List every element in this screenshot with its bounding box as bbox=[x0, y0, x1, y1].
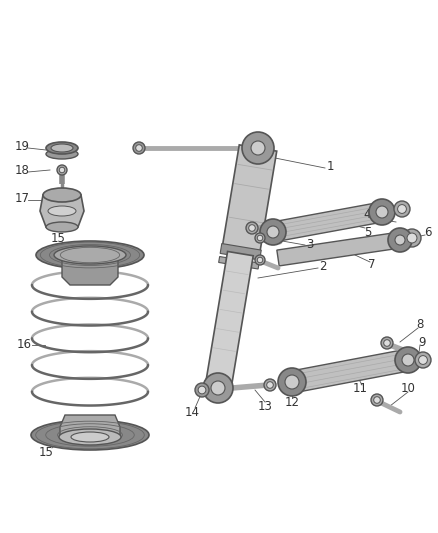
Circle shape bbox=[376, 206, 388, 218]
Polygon shape bbox=[271, 202, 384, 242]
Text: 16: 16 bbox=[17, 338, 32, 351]
Circle shape bbox=[267, 226, 279, 238]
Ellipse shape bbox=[46, 142, 78, 154]
Text: 7: 7 bbox=[368, 259, 376, 271]
Polygon shape bbox=[219, 256, 259, 269]
Text: 9: 9 bbox=[418, 335, 426, 349]
Ellipse shape bbox=[48, 206, 76, 216]
Circle shape bbox=[249, 225, 255, 231]
Circle shape bbox=[136, 144, 142, 151]
Text: 17: 17 bbox=[14, 191, 29, 205]
Circle shape bbox=[395, 235, 405, 245]
Text: 6: 6 bbox=[424, 225, 432, 238]
Circle shape bbox=[369, 199, 395, 225]
Text: 11: 11 bbox=[353, 382, 367, 394]
Circle shape bbox=[267, 382, 273, 389]
Circle shape bbox=[242, 132, 274, 164]
Text: 15: 15 bbox=[39, 446, 53, 458]
Polygon shape bbox=[40, 195, 84, 227]
Circle shape bbox=[251, 141, 265, 155]
Polygon shape bbox=[205, 252, 253, 390]
Circle shape bbox=[381, 337, 393, 349]
Circle shape bbox=[59, 167, 65, 173]
Circle shape bbox=[198, 386, 206, 394]
Polygon shape bbox=[60, 415, 120, 437]
Text: 10: 10 bbox=[401, 382, 415, 394]
Circle shape bbox=[402, 354, 414, 366]
Text: 3: 3 bbox=[306, 238, 314, 251]
Polygon shape bbox=[290, 349, 410, 393]
Text: 15: 15 bbox=[50, 231, 65, 245]
Text: 5: 5 bbox=[364, 225, 372, 238]
Text: 18: 18 bbox=[14, 164, 29, 176]
Ellipse shape bbox=[43, 188, 81, 202]
Circle shape bbox=[403, 229, 421, 247]
Circle shape bbox=[264, 379, 276, 391]
Text: 14: 14 bbox=[184, 406, 199, 418]
Circle shape bbox=[203, 373, 233, 403]
Text: 2: 2 bbox=[319, 261, 327, 273]
Circle shape bbox=[394, 201, 410, 217]
Circle shape bbox=[257, 235, 263, 241]
Circle shape bbox=[133, 142, 145, 154]
Circle shape bbox=[371, 394, 383, 406]
Circle shape bbox=[260, 219, 286, 245]
Circle shape bbox=[407, 233, 417, 243]
Circle shape bbox=[388, 228, 412, 252]
Ellipse shape bbox=[59, 429, 121, 445]
Circle shape bbox=[195, 383, 209, 397]
Circle shape bbox=[246, 222, 258, 234]
Circle shape bbox=[415, 352, 431, 368]
Ellipse shape bbox=[31, 420, 149, 450]
Polygon shape bbox=[220, 244, 261, 260]
Circle shape bbox=[384, 340, 390, 346]
Text: 8: 8 bbox=[416, 319, 424, 332]
Text: 13: 13 bbox=[258, 400, 272, 413]
Polygon shape bbox=[223, 145, 277, 252]
Text: 12: 12 bbox=[285, 397, 300, 409]
Circle shape bbox=[278, 368, 306, 396]
Circle shape bbox=[255, 255, 265, 265]
Polygon shape bbox=[62, 255, 118, 285]
Circle shape bbox=[419, 356, 427, 365]
Circle shape bbox=[211, 381, 225, 395]
Ellipse shape bbox=[71, 432, 109, 442]
Circle shape bbox=[395, 347, 421, 373]
Ellipse shape bbox=[36, 241, 144, 269]
Text: 4: 4 bbox=[363, 208, 371, 222]
Text: 19: 19 bbox=[14, 140, 29, 152]
Ellipse shape bbox=[51, 144, 73, 152]
Circle shape bbox=[57, 165, 67, 175]
Text: 1: 1 bbox=[326, 159, 334, 173]
Polygon shape bbox=[277, 232, 401, 266]
Circle shape bbox=[257, 257, 263, 263]
Circle shape bbox=[255, 233, 265, 243]
Circle shape bbox=[374, 397, 380, 403]
Ellipse shape bbox=[46, 149, 78, 159]
Circle shape bbox=[285, 375, 299, 389]
Circle shape bbox=[398, 205, 406, 213]
Ellipse shape bbox=[46, 222, 78, 232]
Ellipse shape bbox=[54, 246, 126, 264]
